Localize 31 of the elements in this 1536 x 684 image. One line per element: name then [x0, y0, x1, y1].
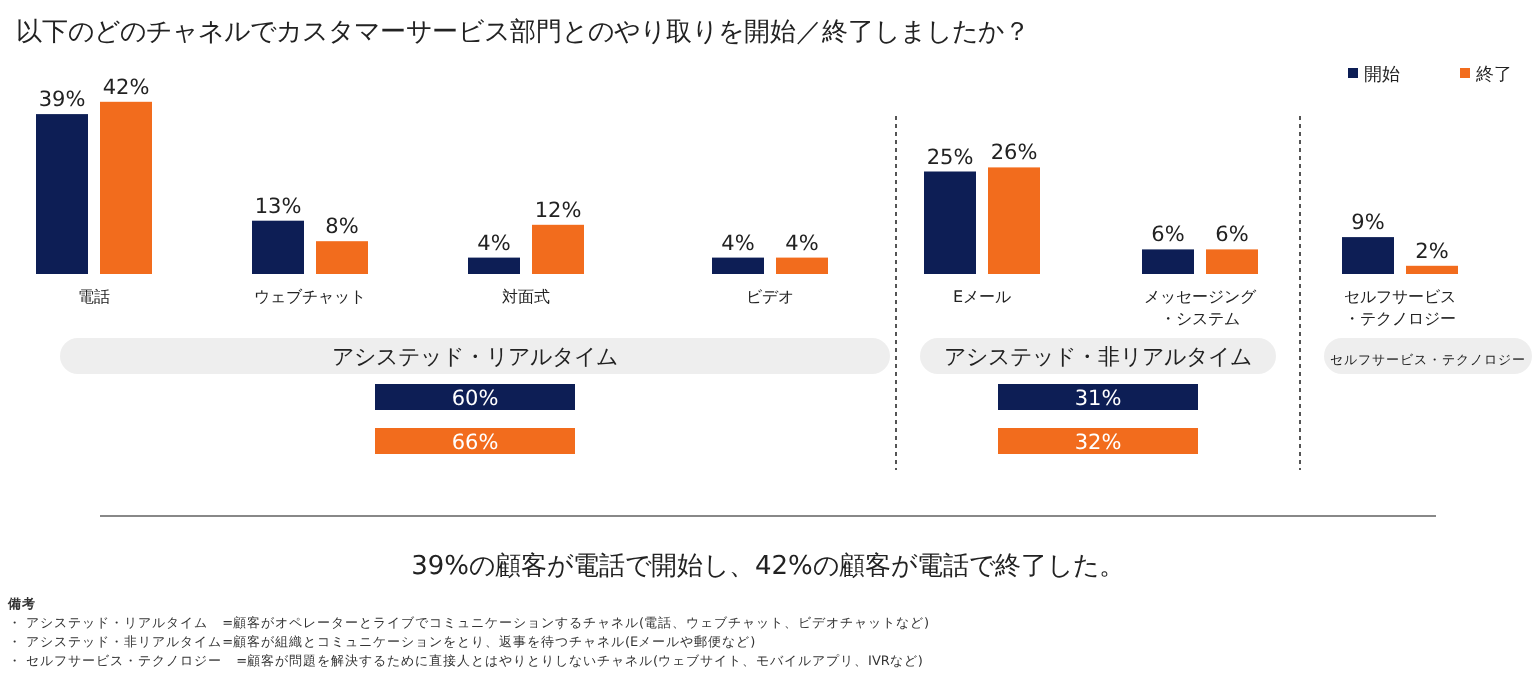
x-tick-label: セルフサービス・テクノロジー [1344, 288, 1456, 328]
data-label: 6% [1215, 223, 1249, 248]
data-label: 26% [990, 141, 1038, 166]
category-label: アシステッド・リアルタイム [332, 344, 618, 370]
data-label: 2% [1415, 239, 1449, 264]
data-label: 66% [451, 431, 499, 455]
data-label: 9% [1351, 211, 1385, 236]
data-label: 25% [926, 145, 974, 170]
legend-label: 開始 [1364, 64, 1400, 86]
data-label: 13% [254, 194, 302, 219]
data-label: 12% [534, 198, 582, 223]
x-tick-label: ビデオ [746, 288, 794, 306]
x-tick-label: Eメール [952, 288, 1012, 306]
legend-label: 終了 [1474, 64, 1512, 86]
x-tick-label: メッセージング・システム [1144, 288, 1258, 328]
data-label: 42% [102, 75, 150, 100]
data-label: 60% [451, 387, 499, 411]
data-label: 4% [785, 231, 819, 256]
chart-title: 以下のどのチャネルでカスタマーサービス部門とのやり取りを開始／終了しましたか？ [16, 18, 1030, 48]
x-tick-label: 電話 [78, 288, 110, 306]
category-label: アシステッド・非リアルタイム [944, 344, 1252, 370]
data-label: 8% [325, 215, 359, 240]
data-label: 39% [38, 88, 86, 113]
x-tick-label: 対面式 [502, 288, 550, 306]
text: 39%の顧客が電話で開始し、42%の顧客が電話で終了した。 [411, 550, 1125, 582]
data-label: 6% [1151, 223, 1185, 248]
data-label: 4% [477, 231, 511, 256]
data-label: 31% [1074, 387, 1122, 411]
data-label: 32% [1074, 431, 1122, 455]
data-label: 4% [721, 231, 755, 256]
x-tick-label: ウェブチャット [254, 288, 366, 306]
